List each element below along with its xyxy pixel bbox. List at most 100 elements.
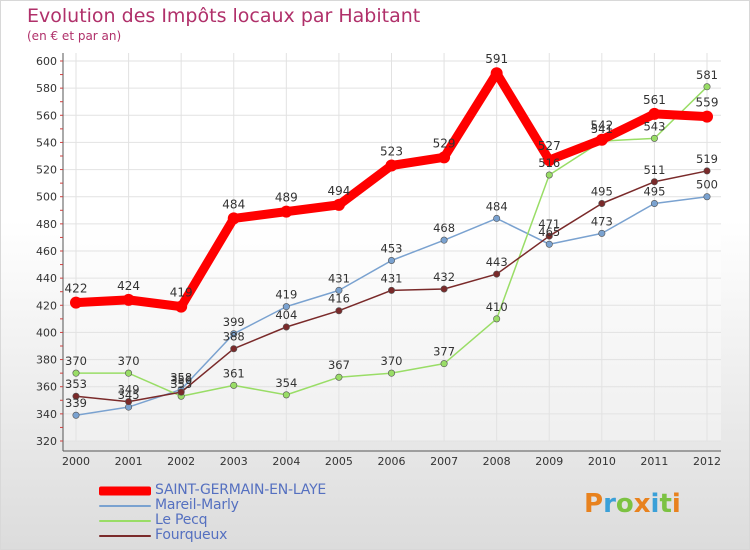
data-label: 516 bbox=[538, 156, 560, 170]
x-tick-label: 2009 bbox=[535, 455, 563, 468]
data-point bbox=[387, 256, 395, 264]
data-label: 519 bbox=[696, 152, 718, 166]
data-label: 465 bbox=[538, 225, 560, 239]
legend-swatch bbox=[99, 534, 151, 537]
data-point bbox=[703, 167, 711, 175]
y-tick-label: 580 bbox=[36, 82, 57, 95]
legend-swatch bbox=[99, 519, 151, 522]
x-tick-label: 2010 bbox=[588, 455, 616, 468]
y-tick-label: 460 bbox=[36, 245, 57, 258]
data-label: 529 bbox=[433, 136, 456, 150]
proxiti-logo: Proxiti bbox=[584, 489, 681, 519]
data-label: 354 bbox=[275, 376, 297, 390]
data-point bbox=[387, 286, 395, 294]
logo-letter: t bbox=[659, 489, 672, 519]
data-label: 399 bbox=[223, 315, 245, 329]
data-label: 443 bbox=[486, 255, 508, 269]
y-tick-label: 560 bbox=[36, 109, 57, 122]
legend-item-saint-germain[interactable]: SAINT-GERMAIN-EN-LAYE bbox=[99, 482, 429, 498]
data-point bbox=[175, 300, 188, 313]
data-point bbox=[335, 373, 343, 381]
data-point bbox=[125, 398, 133, 406]
x-tick-label: 2000 bbox=[62, 455, 90, 468]
chart-title: Evolution des Impôts locaux par Habitant bbox=[27, 5, 421, 27]
legend-swatch bbox=[99, 504, 151, 507]
data-point bbox=[598, 229, 606, 237]
data-label: 419 bbox=[170, 286, 193, 300]
y-tick-label: 440 bbox=[36, 272, 57, 285]
y-tick-label: 380 bbox=[36, 354, 57, 367]
data-point bbox=[72, 369, 80, 377]
logo-letter: i bbox=[671, 489, 681, 519]
data-point bbox=[70, 296, 82, 309]
legend-item-mareil-marly[interactable]: Mareil-Marly bbox=[99, 497, 429, 513]
data-label: 432 bbox=[433, 270, 455, 284]
data-point bbox=[545, 171, 553, 179]
data-point bbox=[598, 200, 606, 208]
y-tick-label: 400 bbox=[36, 326, 57, 339]
data-label: 367 bbox=[328, 358, 350, 372]
data-point bbox=[595, 133, 608, 146]
logo-letter: x bbox=[633, 489, 651, 519]
x-tick-label: 2003 bbox=[220, 455, 248, 468]
y-tick-label: 520 bbox=[36, 164, 57, 177]
data-label: 559 bbox=[696, 96, 719, 110]
x-tick-label: 2011 bbox=[640, 455, 668, 468]
data-point bbox=[227, 212, 240, 225]
legend-item-le-pecq[interactable]: Le Pecq bbox=[99, 512, 429, 528]
data-label: 591 bbox=[485, 52, 508, 66]
data-label: 349 bbox=[118, 383, 140, 397]
data-point bbox=[648, 107, 661, 120]
data-point bbox=[282, 391, 290, 399]
data-point bbox=[335, 307, 343, 315]
data-point bbox=[230, 345, 238, 353]
y-tick-label: 320 bbox=[36, 435, 57, 448]
data-label: 353 bbox=[170, 377, 192, 391]
data-label: 410 bbox=[486, 300, 508, 314]
legend-item-fourqueux[interactable]: Fourqueux bbox=[99, 527, 429, 543]
data-point bbox=[332, 198, 345, 211]
data-label: 370 bbox=[118, 354, 140, 368]
data-point bbox=[545, 240, 553, 248]
data-point bbox=[230, 381, 238, 389]
data-point bbox=[177, 388, 185, 396]
y-tick-label: 480 bbox=[36, 218, 57, 231]
data-label: 489 bbox=[275, 191, 298, 205]
data-label: 431 bbox=[328, 271, 350, 285]
data-label: 473 bbox=[591, 214, 613, 228]
x-tick-label: 2006 bbox=[378, 455, 406, 468]
data-label: 431 bbox=[381, 271, 403, 285]
y-tick-label: 500 bbox=[36, 191, 57, 204]
data-label: 453 bbox=[381, 242, 403, 256]
x-tick-label: 2001 bbox=[115, 455, 143, 468]
data-label: 494 bbox=[327, 184, 350, 198]
y-tick-label: 360 bbox=[36, 381, 57, 394]
data-point bbox=[282, 303, 290, 311]
data-label: 511 bbox=[643, 163, 665, 177]
data-point bbox=[650, 178, 658, 186]
data-label: 527 bbox=[538, 139, 561, 153]
data-label: 468 bbox=[433, 221, 455, 235]
data-label: 422 bbox=[65, 282, 88, 296]
data-point bbox=[72, 411, 80, 419]
data-point bbox=[440, 236, 448, 244]
data-label: 495 bbox=[643, 185, 665, 199]
data-label: 419 bbox=[275, 288, 297, 302]
data-point bbox=[545, 232, 553, 240]
legend-label: Fourqueux bbox=[155, 527, 228, 543]
data-point bbox=[490, 67, 503, 80]
data-label: 471 bbox=[538, 217, 560, 231]
data-label: 370 bbox=[381, 354, 403, 368]
data-point bbox=[493, 315, 501, 323]
data-point bbox=[335, 286, 343, 294]
data-label: 484 bbox=[486, 199, 508, 213]
x-tick-label: 2002 bbox=[167, 455, 195, 468]
data-point bbox=[282, 323, 290, 331]
data-label: 416 bbox=[328, 292, 350, 306]
x-tick-label: 2005 bbox=[325, 455, 353, 468]
data-label: 358 bbox=[170, 370, 192, 384]
logo-letter: o bbox=[615, 489, 634, 519]
data-label: 484 bbox=[222, 197, 245, 211]
legend-label: SAINT-GERMAIN-EN-LAYE bbox=[155, 482, 327, 498]
